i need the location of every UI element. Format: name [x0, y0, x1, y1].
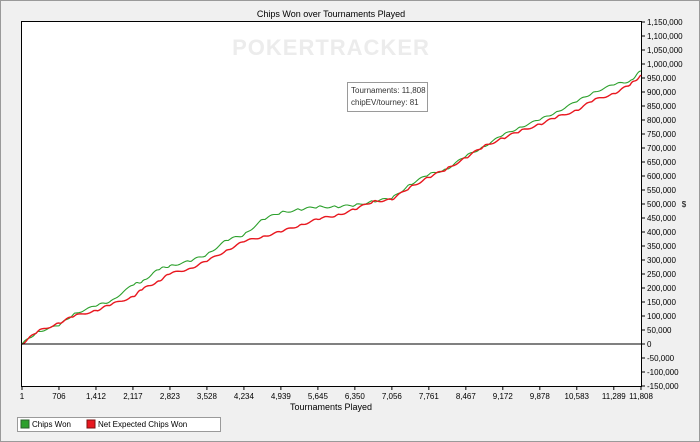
y-tick-label: 0 [647, 340, 652, 349]
x-tick-label: 4,234 [234, 392, 255, 401]
y-tick-label: 100,000 [647, 312, 676, 321]
y-axis: -150,000 -100,000 -50,000 0 50,000 100,000 150… [641, 18, 683, 391]
x-tick-label: 8,467 [456, 392, 477, 401]
y-tick-label: 50,000 [647, 326, 672, 335]
y-tick-label: 1,150,000 [647, 18, 683, 27]
x-tick-label: 706 [52, 392, 66, 401]
y-tick-label: 200,000 [647, 284, 676, 293]
plot-area [21, 21, 642, 387]
y-tick-label: 550,000 [647, 186, 676, 195]
x-tick-label: 9,878 [530, 392, 551, 401]
legend: Chips Won Net Expected Chips Won [17, 417, 221, 432]
y-tick-label: 750,000 [647, 130, 676, 139]
y-tick-label: 400,000 [647, 228, 676, 237]
series-line-chips-won [21, 70, 642, 345]
y-tick-label: 900,000 [647, 88, 676, 97]
y-tick-label: 500,000 [647, 200, 676, 209]
y-tick-label: 850,000 [647, 102, 676, 111]
y-tick-label: -150,000 [647, 382, 679, 391]
legend-label-net-expected: Net Expected Chips Won [98, 420, 187, 429]
x-tick-label: 2,117 [123, 392, 143, 401]
x-tick-label: 6,350 [345, 392, 366, 401]
x-tick-label: 11,289 [602, 392, 626, 401]
legend-swatch-net-expected [86, 419, 96, 429]
y-tick-label: 1,100,000 [647, 32, 683, 41]
y-axis-label: $ [682, 200, 687, 209]
x-axis-label: Tournaments Played [290, 402, 372, 412]
annotation-box: Tournaments: 11,808 chipEV/tourney: 81 [347, 82, 428, 112]
legend-swatch-chips-won [20, 419, 30, 429]
x-tick-label: 9,172 [493, 392, 514, 401]
y-tick-label: 150,000 [647, 298, 676, 307]
y-tick-label: -50,000 [647, 354, 675, 363]
y-tick-label: 950,000 [647, 74, 676, 83]
x-tick-label: 7,056 [382, 392, 403, 401]
y-tick-label: 700,000 [647, 144, 676, 153]
annotation-line-2: chipEV/tourney: 81 [351, 98, 419, 107]
x-tick-label: 3,528 [197, 392, 218, 401]
y-tick-label: 650,000 [647, 158, 676, 167]
y-tick-label: -100,000 [647, 368, 679, 377]
legend-label-chips-won: Chips Won [32, 420, 71, 429]
y-tick-label: 800,000 [647, 116, 676, 125]
y-tick-label: 450,000 [647, 214, 676, 223]
chart-title: Chips Won over Tournaments Played [257, 9, 405, 19]
y-tick-label: 350,000 [647, 242, 676, 251]
x-tick-label: 5,645 [308, 392, 329, 401]
y-tick-label: 1,050,000 [647, 46, 683, 55]
x-tick-label: 7,761 [419, 392, 440, 401]
y-tick-label: 1,000,000 [647, 60, 683, 69]
series-line-net-expected-chips-won [21, 74, 642, 345]
x-axis: 1 706 1,412 2,117 2,823 3,528 4,234 4,939 5,645 6… [20, 386, 653, 401]
x-tick-label: 2,823 [160, 392, 181, 401]
annotation-line-1: Tournaments: 11,808 [351, 86, 426, 95]
watermark-logo: POKERTRACKER [232, 35, 430, 60]
x-tick-label: 10,583 [565, 392, 590, 401]
x-tick-label: 1,412 [86, 392, 107, 401]
x-tick-label: 4,939 [271, 392, 292, 401]
series-layer [21, 70, 642, 345]
x-tick-label: 11,808 [629, 392, 653, 401]
x-tick-label: 1 [20, 392, 25, 401]
y-tick-label: 600,000 [647, 172, 676, 181]
y-tick-label: 250,000 [647, 270, 676, 279]
y-tick-label: 300,000 [647, 256, 676, 265]
